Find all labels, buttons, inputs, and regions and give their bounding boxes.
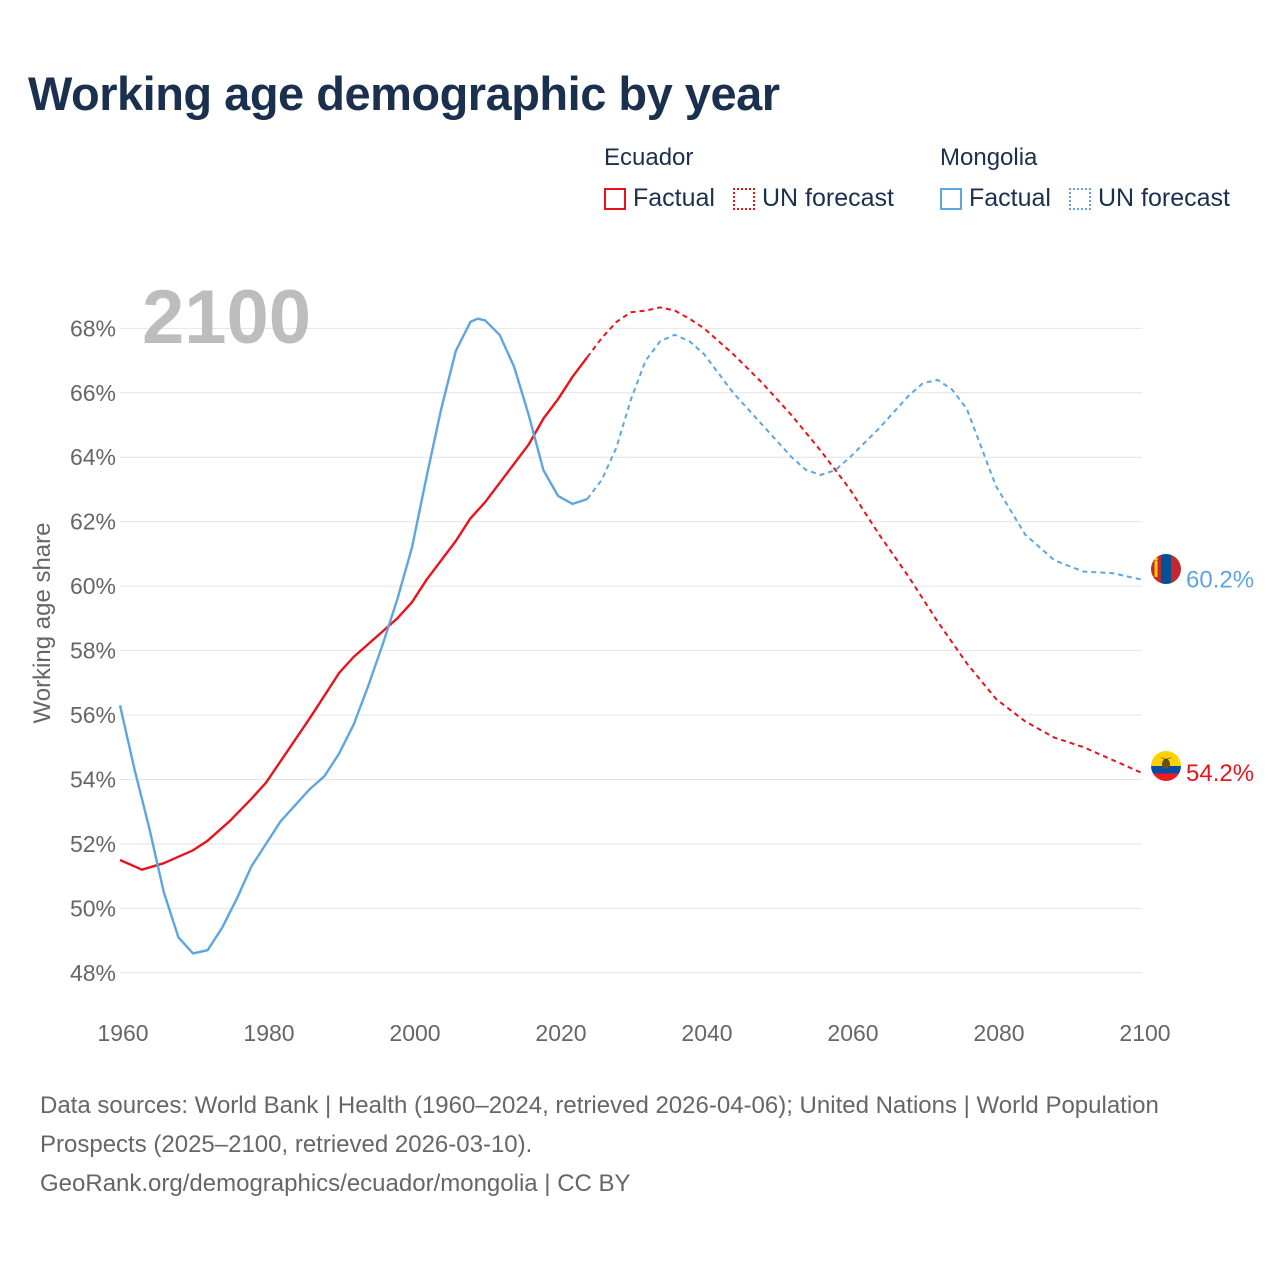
forecast-swatch-icon <box>1068 187 1091 210</box>
ecuador-flag-icon <box>1151 751 1181 781</box>
legend-label: Factual <box>969 184 1051 212</box>
data-sources: Data sources: World Bank | Health (1960–… <box>40 1092 1159 1158</box>
legend-mongolia: Mongolia Factual UN forecast <box>940 144 1248 213</box>
x-tick-label: 2000 <box>389 1020 440 1046</box>
x-tick-label: 2020 <box>535 1020 586 1046</box>
x-tick-label: 1960 <box>97 1020 148 1046</box>
legend-item-ecuador-factual[interactable]: Factual <box>604 184 715 213</box>
legend-label: UN forecast <box>761 184 894 212</box>
y-axis-label: Working age share <box>29 523 56 724</box>
footer: Data sources: World Bank | Health (1960–… <box>40 1086 1240 1203</box>
series-ecuador-factual <box>119 356 589 871</box>
series-mongolia-forecast <box>586 333 1143 581</box>
chart-title: Working age demographic by year <box>28 67 780 120</box>
line-chart: 2100 Working age share 48% 50% 52% 54% 56% 58… <box>29 275 1254 1046</box>
legend-item-mongolia-forecast[interactable]: UN forecast <box>1068 184 1230 213</box>
legend-label: UN forecast <box>1097 184 1230 212</box>
y-tick-label: 66% <box>70 380 116 406</box>
y-tick-label: 68% <box>70 315 116 341</box>
x-tick-label: 1980 <box>243 1020 294 1046</box>
mongolia-flag-icon <box>1151 554 1181 584</box>
legend-item-mongolia-factual[interactable]: Factual <box>940 184 1051 213</box>
factual-swatch-icon <box>940 187 962 210</box>
y-tick-label: 62% <box>70 509 116 535</box>
x-tick-label: 2060 <box>827 1020 878 1046</box>
y-tick-label: 58% <box>70 638 116 664</box>
legend-ecuador: Ecuador Factual UN forecast <box>604 144 912 213</box>
forecast-swatch-icon <box>732 187 755 210</box>
y-tick-label: 56% <box>70 702 116 728</box>
x-tick-label: 2080 <box>973 1020 1024 1046</box>
legend-country-ecuador: Ecuador <box>604 144 694 171</box>
y-tick-label: 48% <box>70 960 116 986</box>
end-value-label: 60.2% <box>1186 567 1254 594</box>
series-ecuador-forecast <box>586 306 1143 774</box>
y-tick-label: 64% <box>70 444 116 470</box>
x-tick-label: 2040 <box>681 1020 732 1046</box>
year-watermark: 2100 <box>142 275 311 360</box>
end-value-label: 54.2% <box>1186 760 1254 787</box>
y-tick-label: 54% <box>70 766 116 792</box>
y-tick-label: 60% <box>70 573 116 599</box>
y-tick-label: 52% <box>70 831 116 857</box>
legend-item-ecuador-forecast[interactable]: UN forecast <box>732 184 894 213</box>
legend-label: Factual <box>633 184 715 212</box>
legend-country-mongolia: Mongolia <box>940 144 1038 171</box>
credit-link[interactable]: GeoRank.org/demographics/ecuador/mongoli… <box>40 1170 631 1197</box>
x-tick-label: 2100 <box>1119 1020 1170 1046</box>
y-tick-label: 50% <box>70 895 116 921</box>
series-mongolia-factual <box>118 317 588 955</box>
factual-swatch-icon <box>604 187 626 210</box>
